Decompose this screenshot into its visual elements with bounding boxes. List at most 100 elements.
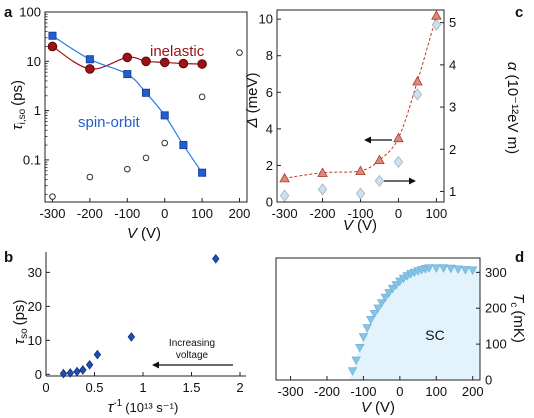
tau-so-point (93, 349, 102, 360)
tc-point (387, 284, 398, 294)
panel-c-right-y-tick-label: 3 (449, 100, 456, 115)
panel-c-left-y-tick-label: 6 (266, 85, 273, 100)
panel-a-x-tick-label: 200 (229, 206, 251, 221)
open-circle-point (161, 139, 169, 147)
tc-point (446, 264, 456, 274)
panel-c-right-y-tick-label: 4 (449, 57, 456, 72)
alpha-point (393, 155, 404, 169)
panel-a-x-tick-label: -300 (39, 206, 65, 221)
alpha-point (412, 88, 423, 101)
tau-so-point (59, 368, 68, 379)
tc-point (369, 309, 380, 319)
panel-c-left-y-tick-label: 10 (259, 12, 273, 27)
right-axis-arrowhead (409, 177, 416, 185)
increasing-voltage-arrowhead (152, 361, 159, 369)
spin-orbit-point (198, 168, 207, 177)
open-circle-point (236, 49, 243, 56)
tc-point (384, 289, 394, 298)
left-axis-arrowhead (364, 136, 371, 144)
panel-c-right-y-tick-label: 1 (449, 184, 456, 199)
tc-point (366, 316, 376, 325)
tau-so-point (212, 253, 220, 264)
spin-orbit-point (141, 88, 150, 97)
inelastic-point (178, 58, 189, 69)
panel-a-y-tick-label: 10 (27, 54, 41, 69)
open-circle-point (49, 193, 56, 200)
tc-point (373, 304, 383, 314)
panel-a-y-tick-label: 0.1 (23, 152, 41, 167)
panel-c-right-y-tick-label: 2 (449, 142, 456, 157)
open-circle-point (86, 173, 94, 181)
spin-orbit-point (179, 141, 188, 150)
panel-c-x-tick-label: -300 (272, 206, 298, 221)
tc-point (431, 264, 441, 273)
spin-orbit-annotation: spin-orbit (78, 114, 141, 131)
panel-d-y-tick-label: 100 (485, 337, 507, 352)
panel-a-x-axis-label: V (V) (127, 225, 161, 242)
panel-d-x-tick-label: -300 (278, 384, 304, 399)
tc-point (358, 333, 369, 342)
open-circle-point (142, 154, 150, 162)
panel-b-x-tick-label: 0 (42, 380, 49, 395)
tc-point (347, 367, 358, 376)
inelastic-point (122, 52, 133, 63)
spin-orbit-point (160, 111, 169, 120)
panel-c-left-y-axis-label: Δ(meV) (244, 73, 261, 129)
panel-c-left-y-tick-label: 4 (266, 121, 273, 136)
tc-point (468, 266, 478, 276)
panel-d-x-tick-label: -200 (314, 384, 340, 399)
delta-fit-curve (284, 15, 437, 179)
panel-c-x-tick-label: -100 (347, 206, 373, 221)
panel-d-y-tick-label: 300 (485, 265, 507, 280)
panel-b-x-axis-label: τ-1 (10¹³ s⁻¹) (108, 398, 179, 416)
panel-label-c: c (515, 4, 523, 21)
panel-b-x-tick-label: 0.5 (85, 380, 103, 395)
spin-orbit-point (85, 55, 94, 64)
tc-point (362, 324, 372, 333)
panel-b-y-tick-label: 10 (28, 333, 42, 348)
tau-so-point (73, 366, 81, 377)
panel-c-left-y-tick-label: 0 (266, 195, 273, 210)
tc-point (376, 299, 387, 308)
tc-point (438, 264, 449, 273)
delta-point (412, 75, 423, 86)
panel-d-frame (275, 257, 481, 381)
panel-d-x-tick-label: 0 (396, 384, 403, 399)
tc-point (453, 265, 463, 274)
inelastic-point (47, 41, 58, 52)
panel-a-x-tick-label: -200 (77, 206, 103, 221)
panel-c-x-tick-label: -200 (310, 206, 336, 221)
alpha-point (374, 174, 385, 188)
tc-point (351, 356, 361, 366)
tau-so-point (85, 359, 94, 370)
increasing-voltage-label-line2: voltage (176, 350, 209, 361)
panel-b-y-tick-label: 20 (28, 299, 42, 314)
tc-point (380, 293, 390, 303)
panel-d-x-tick-label: 100 (425, 384, 447, 399)
panel-b-y-tick-label: 0 (35, 367, 42, 382)
panel-label-d: d (515, 249, 524, 266)
panel-a-x-tick-label: 100 (191, 206, 213, 221)
inelastic-point (197, 59, 207, 69)
panel-a-y-axis-label: τi,so(ps) (9, 80, 28, 130)
panel-a-y-tick-label: 100 (19, 5, 41, 20)
delta-point (355, 165, 366, 175)
panel-c-x-axis-label: V (V) (343, 217, 377, 234)
panel-a-frame (44, 11, 248, 203)
panel-d-x-axis-label: V (V) (361, 399, 395, 416)
panel-c-right-y-axis-label: α(10⁻¹²eV m) (504, 62, 521, 154)
tc-point (355, 344, 365, 353)
tau-so-point (127, 332, 136, 342)
panel-b-x-tick-label: 1 (139, 380, 146, 395)
open-circle-point (198, 93, 206, 101)
panel-c-x-tick-label: 0 (395, 206, 402, 221)
panel-d-x-tick-label: -100 (350, 384, 376, 399)
inelastic-point (159, 57, 170, 68)
panel-d-y-tick-label: 200 (485, 301, 507, 316)
panel-label-b: b (4, 249, 13, 266)
panel-a-x-tick-label: 0 (161, 206, 168, 221)
tau-so-point (79, 365, 87, 375)
alpha-point (431, 18, 442, 31)
